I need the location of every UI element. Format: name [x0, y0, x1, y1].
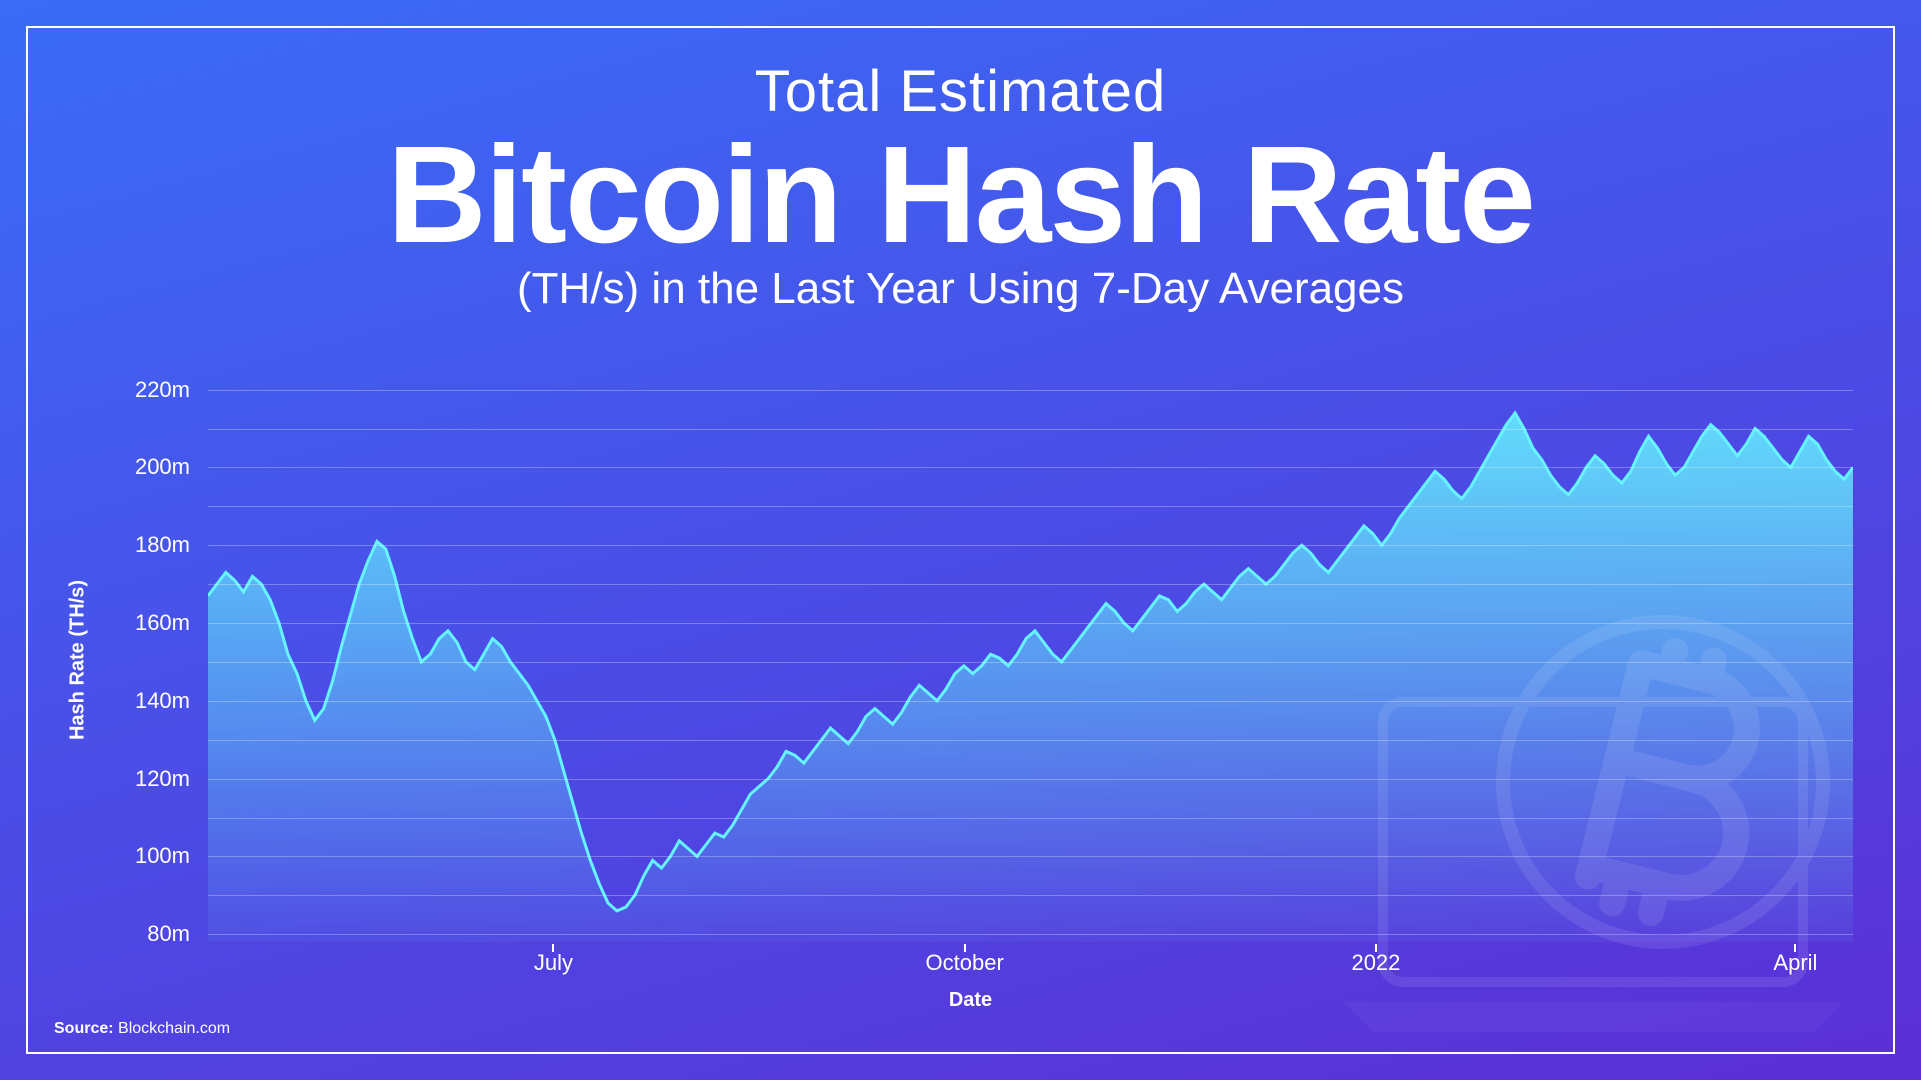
source-label: Source: — [54, 1020, 114, 1037]
outer-container: Total Estimated Bitcoin Hash Rate (TH/s)… — [0, 0, 1921, 1080]
y-tick-label: 80m — [147, 921, 190, 947]
y-axis-label: Hash Rate (TH/s) — [67, 580, 90, 740]
y-tick-label: 160m — [135, 610, 190, 636]
chart-frame: Total Estimated Bitcoin Hash Rate (TH/s)… — [26, 26, 1895, 1054]
y-tick-label: 100m — [135, 843, 190, 869]
title-block: Total Estimated Bitcoin Hash Rate (TH/s)… — [28, 28, 1893, 312]
x-tick-label: April — [1773, 950, 1817, 976]
title-main: Bitcoin Hash Rate — [28, 123, 1893, 268]
plot-area — [208, 378, 1853, 942]
y-tick-label: 180m — [135, 532, 190, 558]
source-attribution: Source: Blockchain.com — [54, 1020, 230, 1038]
x-tick-label: October — [926, 950, 1004, 976]
source-value: Blockchain.com — [118, 1020, 230, 1037]
y-ticks: 80m100m120m140m160m180m200m220m — [88, 378, 198, 942]
x-tick-marks — [208, 378, 1853, 942]
x-tick-label: 2022 — [1351, 950, 1400, 976]
y-tick-label: 200m — [135, 454, 190, 480]
x-tick-label: July — [534, 950, 573, 976]
y-tick-label: 120m — [135, 766, 190, 792]
y-tick-label: 140m — [135, 688, 190, 714]
y-tick-label: 220m — [135, 377, 190, 403]
chart-area: Hash Rate (TH/s) Date 80m100m120m140m160… — [88, 378, 1853, 942]
x-axis-label: Date — [949, 989, 992, 1012]
title-sub: (TH/s) in the Last Year Using 7-Day Aver… — [28, 266, 1893, 312]
title-pre: Total Estimated — [28, 62, 1893, 123]
x-ticks: July October 2022 April — [208, 950, 1853, 980]
